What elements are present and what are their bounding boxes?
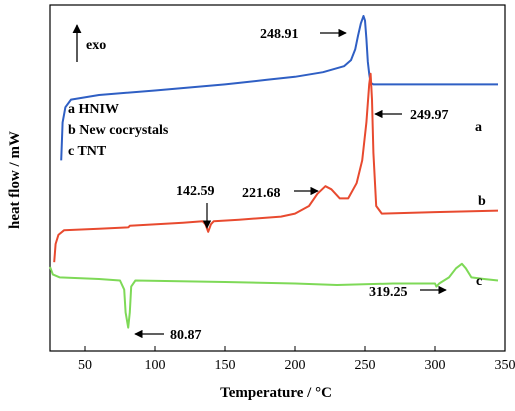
x-tick-label: 100: [145, 358, 166, 373]
annotation-label: 249.97: [410, 108, 449, 123]
annotation-label: 80.87: [170, 328, 202, 343]
legend-entry-c: c TNT: [68, 144, 107, 159]
annotation-80-87: 80.87: [135, 328, 202, 343]
series-line-b: [54, 74, 498, 262]
curve-label-b: b: [478, 194, 486, 209]
annotation-221-68: 221.68: [242, 186, 318, 201]
annotation-248-91: 248.91: [260, 27, 346, 42]
plot-frame: [50, 5, 505, 351]
x-axis-title: Temperature / °C: [220, 385, 332, 401]
series-line-c: [50, 264, 498, 328]
x-axis-ticks: 50 100 150 200 250 300 350: [78, 346, 515, 373]
curves: [50, 16, 498, 328]
x-tick-label: 250: [355, 358, 376, 373]
annotation-label: 319.25: [369, 285, 408, 300]
annotation-label: 142.59: [176, 184, 215, 199]
curve-label-a: a: [475, 120, 482, 135]
legend: a HNIW b New cocrystals c TNT: [68, 102, 169, 159]
x-tick-label: 300: [425, 358, 446, 373]
annotation-319-25: 319.25: [369, 285, 446, 300]
annotation-249-97: 249.97: [375, 108, 449, 123]
y-axis-title: heat flow / mW: [7, 131, 23, 229]
exo-label: exo: [86, 38, 106, 53]
annotation-label: 221.68: [242, 186, 281, 201]
legend-entry-a: a HNIW: [68, 102, 119, 117]
x-tick-label: 150: [215, 358, 236, 373]
x-tick-label: 50: [78, 358, 92, 373]
curve-label-c: c: [476, 274, 482, 289]
x-tick-label: 200: [285, 358, 306, 373]
legend-entry-b: b New cocrystals: [68, 123, 169, 138]
annotation-label: 248.91: [260, 27, 299, 42]
x-tick-label: 350: [495, 358, 515, 373]
